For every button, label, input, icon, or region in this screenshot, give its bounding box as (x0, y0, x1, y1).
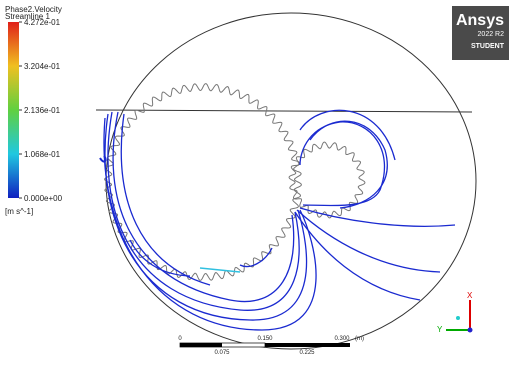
legend-label: 2.136e-01 (24, 106, 61, 115)
chord-line (96, 110, 472, 112)
triad-marker (456, 316, 460, 320)
scale-label: 0.225 (299, 350, 315, 356)
streamline (300, 208, 455, 226)
logo-version: 2022 R2 (478, 31, 505, 38)
color-bar (8, 22, 19, 198)
scale-label: 0.075 (214, 350, 230, 356)
scale-segment (180, 343, 222, 347)
gear (105, 84, 302, 281)
geometry (96, 13, 476, 349)
legend-unit: [m s^-1] (5, 207, 33, 216)
triad-y-label: Y (437, 325, 443, 334)
viewport: Phase2.Velocity Streamline 1 4.272e-013.… (0, 0, 509, 365)
streamline (100, 156, 106, 162)
streamline (200, 268, 240, 272)
triad-x-label: X (467, 291, 473, 300)
streamline (300, 122, 384, 206)
streamline (297, 210, 440, 272)
scale-bar: 0 0.150 0.300 (m) 0.075 0.225 (178, 336, 364, 356)
streamline (113, 112, 294, 302)
legend-labels: 4.272e-01 3.204e-01 2.136e-01 1.068e-01 0.00… (19, 18, 63, 203)
triad-origin (468, 328, 473, 333)
streamlines (100, 110, 455, 330)
legend-label: 4.272e-01 (24, 18, 61, 27)
axis-triad: X Y (437, 291, 473, 334)
housing (106, 13, 476, 349)
gear (289, 142, 365, 218)
scale-label: 0.150 (257, 336, 273, 342)
scale-label: 0 (178, 336, 182, 342)
legend-label: 1.068e-01 (24, 150, 61, 159)
logo-brand: Ansys (456, 12, 504, 29)
legend-label: 0.000e+00 (24, 194, 63, 203)
scale-segment (265, 343, 350, 347)
legend-label: 3.204e-01 (24, 62, 61, 71)
scale-label: 0.300 (334, 336, 350, 342)
streamline (108, 112, 299, 310)
page: Phase2.Velocity Streamline 1 4.272e-013.… (0, 0, 509, 365)
logo-edition: STUDENT (471, 43, 505, 50)
scale-unit: (m) (355, 336, 364, 342)
